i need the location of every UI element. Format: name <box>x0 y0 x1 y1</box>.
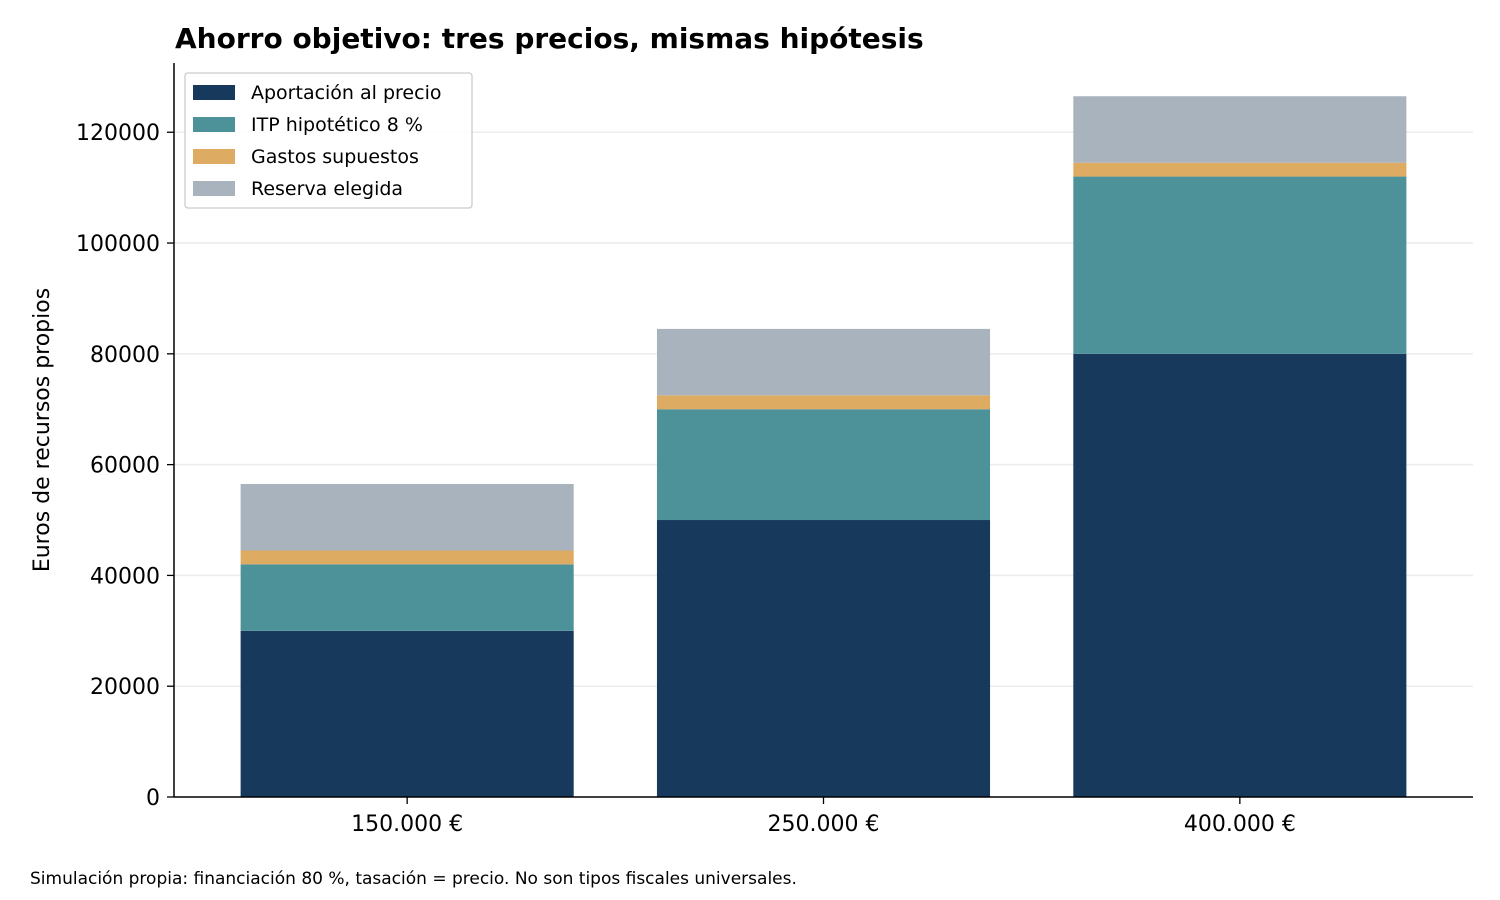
bar-segment-aportaci-n-al-precio <box>1073 353 1407 797</box>
y-tick-label: 40000 <box>90 564 160 589</box>
legend-swatch <box>193 181 235 196</box>
bar-segment-itp-hipot-tico-8- <box>240 564 574 631</box>
axes <box>167 63 1473 804</box>
y-tick-label: 120000 <box>76 121 160 146</box>
bar-segment-reserva-elegida <box>1073 96 1407 163</box>
tick-labels: 0 20000 40000 60000 80000 100000 120000 150.000… <box>76 121 1296 837</box>
bar-segment-itp-hipot-tico-8- <box>1073 176 1407 354</box>
bar-segment-gastos-supuestos <box>656 395 991 410</box>
legend-box <box>184 72 473 209</box>
x-tick-label: 150.000 € <box>351 812 463 837</box>
y-tick-label: 100000 <box>76 232 160 257</box>
bar-segment-gastos-supuestos <box>1073 162 1407 177</box>
x-tick-label: 400.000 € <box>1184 812 1296 837</box>
footnote: Simulación propia: financiación 80 %, ta… <box>30 869 797 889</box>
legend-swatch <box>193 85 235 100</box>
bar-segment-gastos-supuestos <box>240 550 574 565</box>
legend-label: Reserva elegida <box>251 178 403 200</box>
legend-label: Aportación al precio <box>251 82 441 104</box>
legend-label: ITP hipotético 8 % <box>251 114 423 136</box>
legend-label: Gastos supuestos <box>251 146 419 168</box>
legend: Aportación al precio ITP hipotético 8 % Ga… <box>184 72 473 209</box>
y-tick-label: 20000 <box>90 675 160 700</box>
y-tick-label: 0 <box>146 786 160 811</box>
bar-segment-reserva-elegida <box>240 484 574 551</box>
bar-segment-aportaci-n-al-precio <box>656 520 991 797</box>
bar-segment-itp-hipot-tico-8- <box>656 409 991 521</box>
bar-segment-reserva-elegida <box>656 328 991 396</box>
y-axis-label: Euros de recursos propios <box>30 288 55 572</box>
x-tick-label: 250.000 € <box>768 812 880 837</box>
y-tick-label: 80000 <box>90 343 160 368</box>
chart-title: Ahorro objetivo: tres precios, mismas hi… <box>175 22 924 55</box>
legend-swatch <box>193 149 235 164</box>
bar-segment-aportaci-n-al-precio <box>240 630 574 797</box>
bars <box>240 96 1407 797</box>
y-tick-label: 60000 <box>90 454 160 479</box>
legend-swatch <box>193 117 235 132</box>
